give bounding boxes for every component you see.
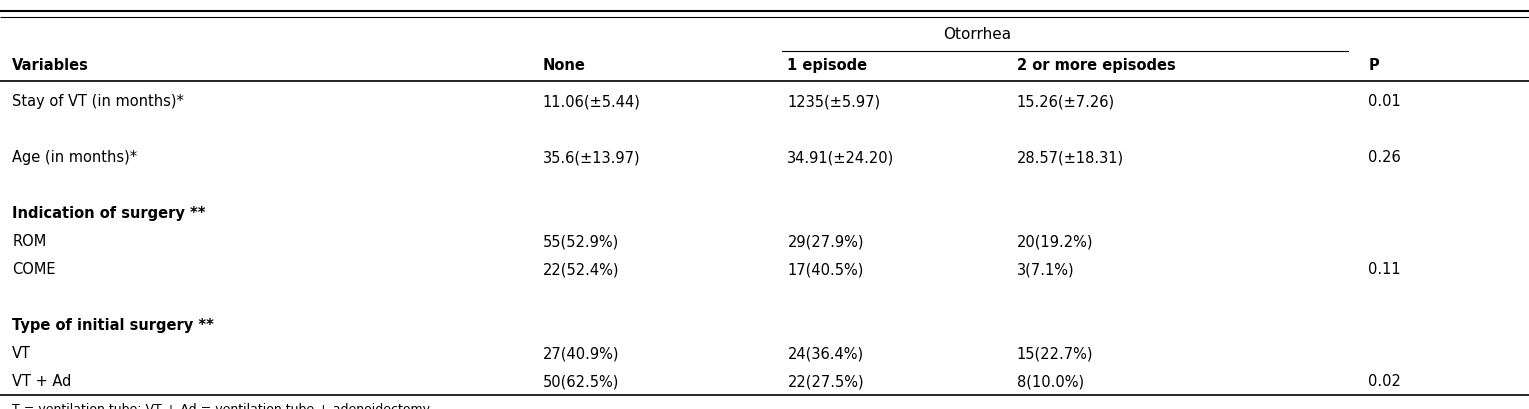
Text: 24(36.4%): 24(36.4%) (787, 346, 864, 361)
Text: 3(7.1%): 3(7.1%) (1017, 262, 1075, 277)
Text: 27(40.9%): 27(40.9%) (543, 346, 619, 361)
Text: Otorrhea: Otorrhea (943, 27, 1011, 43)
Text: Stay of VT (in months)*: Stay of VT (in months)* (12, 94, 183, 109)
Text: 55(52.9%): 55(52.9%) (543, 234, 619, 249)
Text: COME: COME (12, 262, 55, 277)
Text: 0.02: 0.02 (1368, 373, 1402, 389)
Text: 15(22.7%): 15(22.7%) (1017, 346, 1093, 361)
Text: VT: VT (12, 346, 31, 361)
Text: Indication of surgery **: Indication of surgery ** (12, 206, 206, 221)
Text: ROM: ROM (12, 234, 46, 249)
Text: 20(19.2%): 20(19.2%) (1017, 234, 1093, 249)
Text: 0.01: 0.01 (1368, 94, 1401, 109)
Text: Age (in months)*: Age (in months)* (12, 150, 138, 165)
Text: 15.26(±7.26): 15.26(±7.26) (1017, 94, 1115, 109)
Text: 35.6(±13.97): 35.6(±13.97) (543, 150, 641, 165)
Text: 22(52.4%): 22(52.4%) (543, 262, 619, 277)
Text: 8(10.0%): 8(10.0%) (1017, 373, 1084, 389)
Text: 34.91(±24.20): 34.91(±24.20) (787, 150, 894, 165)
Text: 17(40.5%): 17(40.5%) (787, 262, 864, 277)
Text: 2 or more episodes: 2 or more episodes (1017, 58, 1176, 73)
Text: 0.26: 0.26 (1368, 150, 1401, 165)
Text: 1235(±5.97): 1235(±5.97) (787, 94, 881, 109)
Text: VT + Ad: VT + Ad (12, 373, 72, 389)
Text: T = ventilation tube; VT + Ad = ventilation tube + adenoidectomy: T = ventilation tube; VT + Ad = ventilat… (12, 402, 430, 409)
Text: 29(27.9%): 29(27.9%) (787, 234, 864, 249)
Text: Type of initial surgery **: Type of initial surgery ** (12, 318, 214, 333)
Text: 22(27.5%): 22(27.5%) (787, 373, 864, 389)
Text: 28.57(±18.31): 28.57(±18.31) (1017, 150, 1124, 165)
Text: None: None (543, 58, 586, 73)
Text: P: P (1368, 58, 1379, 73)
Text: 1 episode: 1 episode (787, 58, 867, 73)
Text: 50(62.5%): 50(62.5%) (543, 373, 619, 389)
Text: Variables: Variables (12, 58, 89, 73)
Text: 11.06(±5.44): 11.06(±5.44) (543, 94, 641, 109)
Text: 0.11: 0.11 (1368, 262, 1401, 277)
